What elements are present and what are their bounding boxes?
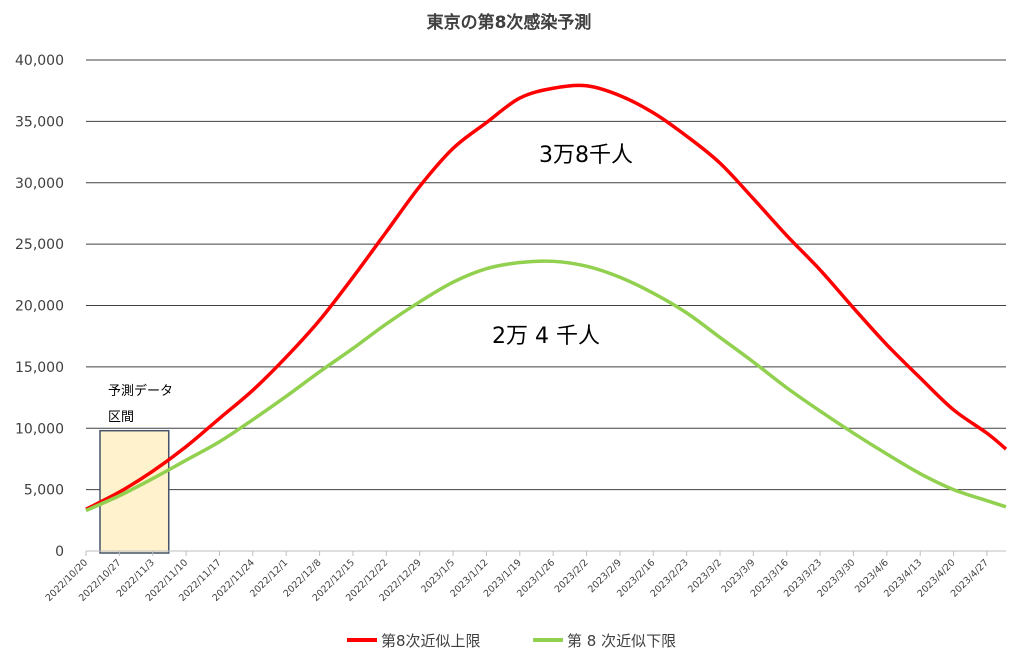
- y-tick-label: 0: [55, 544, 64, 560]
- y-axis: 0 5,000 10,000 15,000 20,000 25,000 30,000 35,0…: [15, 53, 64, 560]
- prediction-interval-label-line1: 予測データ: [108, 383, 173, 399]
- series-line-upper: [85, 83, 1008, 511]
- y-tick-label: 40,000: [15, 53, 64, 69]
- x-axis: 2022/10/202022/10/272022/11/32022/11/102…: [44, 550, 1006, 604]
- y-tick-label: 5,000: [24, 483, 64, 499]
- y-tick-label: 20,000: [15, 299, 64, 315]
- y-tick-label: 30,000: [15, 176, 64, 192]
- x-tick-label: 2023/2/2: [553, 557, 591, 595]
- y-tick-label: 35,000: [15, 114, 64, 130]
- prediction-interval-label-line2: 区間: [108, 410, 134, 425]
- legend-label-lower: 第 8 次近似下限: [567, 632, 676, 650]
- series-group: [85, 83, 1008, 513]
- prediction-interval-box: [99, 429, 170, 554]
- lower-peak-annotation: 2万 4 千人: [492, 324, 600, 349]
- y-tick-label: 25,000: [15, 237, 64, 253]
- series-line-lower: [85, 259, 1007, 513]
- grid: [86, 59, 1006, 491]
- y-tick-label: 15,000: [15, 360, 64, 376]
- chart-title: 東京の第8次感染予測: [427, 12, 592, 33]
- y-tick-label: 10,000: [15, 421, 64, 437]
- legend: 第8次近似上限 第 8 次近似下限: [347, 632, 676, 650]
- legend-label-upper: 第8次近似上限: [381, 632, 481, 650]
- x-tick-label: 2023/3/2: [686, 557, 724, 595]
- upper-peak-annotation: 3万8千人: [539, 143, 633, 168]
